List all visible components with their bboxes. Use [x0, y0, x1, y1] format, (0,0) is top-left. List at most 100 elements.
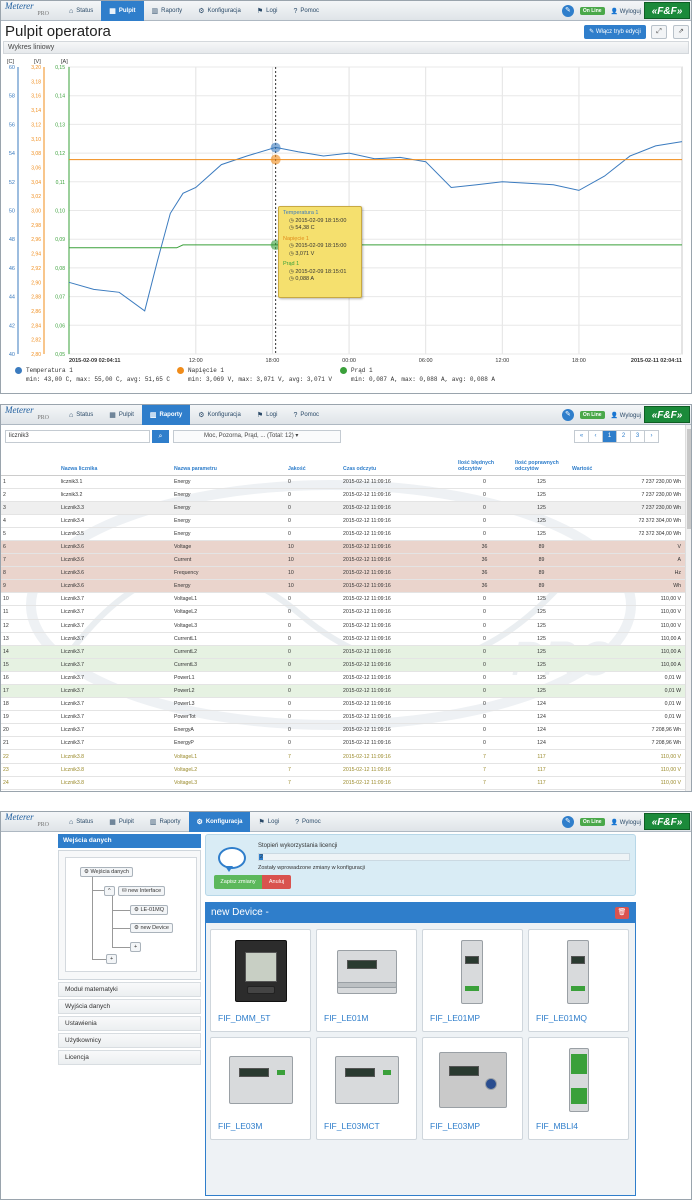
y-tick-v: 2,80 — [31, 352, 41, 358]
logout-link[interactable]: 👤 Wyloguj — [610, 412, 641, 419]
tree-add-interface-button[interactable]: + — [106, 954, 118, 964]
table-row[interactable]: 25Licznik3.8CurrentL172015-02-12 11:09:1… — [1, 789, 685, 791]
table-row[interactable]: 12 Licznik3.7 VoltageL3 0 2015-02-12 11:09:1… — [1, 619, 685, 633]
tree-add-device-button[interactable]: + — [130, 942, 142, 952]
table-header-row: Nazwa licznika Nazwa parametru Jakość Cz… — [1, 448, 685, 476]
save-changes-button[interactable]: Zapisz zmiany — [214, 875, 262, 889]
edit-mode-button[interactable]: ✎ Włącz tryb edycji — [584, 25, 646, 39]
external-link-button[interactable]: ⇗ — [673, 25, 689, 39]
col-good-reads[interactable]: Ilość poprawnych odczytów — [513, 448, 570, 476]
tree-collapse-button[interactable]: ^ — [104, 886, 115, 896]
search-button[interactable]: ⌕ — [152, 430, 169, 443]
nav-konfiguracja[interactable]: ⚙ Konfiguracja — [198, 412, 241, 419]
table-row[interactable]: 22 Licznik3.8 VoltageL1 7 2015-02-12 11:09:1… — [1, 749, 685, 764]
tree-node-interface[interactable]: ⛁ new Interface — [118, 886, 166, 896]
delete-device-button[interactable]: 🗑 — [615, 907, 629, 919]
table-row[interactable]: 7 Licznik3.6 Current 10 2015-02-12 11:09:16 3… — [1, 553, 685, 568]
logout-link[interactable]: 👤 Wyloguj — [610, 8, 641, 15]
table-row[interactable]: 6 Licznik3.6 Voltage 10 2015-02-12 11:09:16 3… — [1, 540, 685, 555]
sidebar-item-math-module[interactable]: Moduł matematyki — [58, 982, 201, 997]
table-row[interactable]: 15 Licznik3.7 CurrentL3 0 2015-02-12 11:09:1… — [1, 658, 685, 672]
nav-raporty[interactable]: ▥ Raporty — [151, 8, 183, 15]
nav-pulpit[interactable]: ▦ Pulpit — [109, 412, 134, 419]
line-chart[interactable]: 12:00 18:00 00:00 06:00 12:00 18:00 2015-02-09… — [1, 55, 691, 393]
nav-status[interactable]: ⌂ Status — [69, 411, 94, 419]
table-row[interactable]: 21 Licznik3.7 EnergyP 0 2015-02-12 11:09:16 0… — [1, 736, 685, 751]
col-value[interactable]: Wartość — [570, 448, 685, 476]
nav-pulpit[interactable]: ▦ Pulpit — [101, 1, 144, 21]
table-row[interactable]: 5 Licznik3.5 Energy 0 2015-02-12 11:09:16 0 12… — [1, 527, 685, 541]
cell-val: 0,01 W — [570, 710, 685, 725]
cancel-button[interactable]: Anuluj — [262, 875, 291, 889]
table-row[interactable]: 19 Licznik3.7 PowerTot 0 2015-02-12 11:09:16… — [1, 710, 685, 725]
table-row[interactable]: 23 Licznik3.8 VoltageL2 7 2015-02-12 11:09:1… — [1, 763, 685, 777]
page-2[interactable]: 2 — [616, 430, 631, 443]
nav-pulpit[interactable]: ▦ Pulpit — [109, 819, 134, 826]
page-prev[interactable]: ‹ — [588, 430, 603, 443]
table-row[interactable]: 20 Licznik3.7 EnergyA 0 2015-02-12 11:09:16 0… — [1, 723, 685, 738]
parameter-filter-select[interactable]: Moc, Pozorna, Prąd, ... (Total: 12) ▾ — [173, 430, 341, 443]
tree-node-root[interactable]: ⚙ Wejścia danych — [80, 867, 133, 877]
nav-logi[interactable]: ⚑ Logi — [258, 819, 280, 826]
table-row[interactable]: 16 Licznik3.7 PowerL1 0 2015-02-12 11:09:16 0… — [1, 671, 685, 686]
table-row[interactable]: 11 Licznik3.7 VoltageL2 0 2015-02-12 11:09:1… — [1, 605, 685, 620]
device-card-le01mq[interactable]: FIF_LE01MQ — [528, 929, 629, 1032]
page-first[interactable]: « — [574, 430, 589, 443]
meter-search-input[interactable]: licznik3 — [5, 430, 150, 443]
device-card-mbli4[interactable]: FIF_MBLI4 — [528, 1037, 629, 1140]
nav-pomoc[interactable]: ? Pomoc — [295, 818, 321, 826]
device-card-le03mp[interactable]: FIF_LE03MP — [422, 1037, 523, 1140]
nav-raporty[interactable]: ▥ Raporty — [141, 405, 191, 425]
nav-status[interactable]: ⌂ Status — [69, 7, 94, 15]
sidebar-item-outputs[interactable]: Wyjścia danych — [58, 999, 201, 1014]
tree-node-le01mq[interactable]: ⚙ LE-01MQ — [130, 905, 169, 915]
y-tick-a: 0,11 — [56, 180, 66, 186]
col-meter-name[interactable]: Nazwa licznika — [59, 448, 172, 476]
sidebar-header-inputs[interactable]: Wejścia danych — [58, 834, 201, 848]
col-read-time[interactable]: Czas odczytu — [341, 448, 456, 476]
col-parameter[interactable]: Nazwa parametru — [172, 448, 286, 476]
device-card-le03mct[interactable]: FIF_LE03MCT — [316, 1037, 417, 1140]
device-card-le01mp[interactable]: FIF_LE01MP — [422, 929, 523, 1032]
page-1[interactable]: 1 — [602, 430, 617, 443]
vertical-scrollbar[interactable] — [685, 425, 691, 791]
table-row[interactable]: 13 Licznik3.7 CurrentL1 0 2015-02-12 11:09:1… — [1, 632, 685, 646]
device-card-dmm5t[interactable]: FIF_DMM_5T — [210, 929, 311, 1032]
tree-node-new-device[interactable]: ⚙ new Device — [130, 923, 173, 933]
nav-logi[interactable]: ⚑ Logi — [256, 8, 278, 15]
col-bad-reads[interactable]: Ilość błędnych odczytów — [456, 448, 513, 476]
nav-konfiguracja[interactable]: ⚙ Konfiguracja — [188, 812, 251, 832]
table-row[interactable]: 2 licznik3.2 Energy 0 2015-02-12 11:09:16 0 12… — [1, 488, 685, 502]
nav-pomoc[interactable]: ? Pomoc — [293, 7, 320, 15]
table-row[interactable]: 8 Licznik3.6 Frequency 10 2015-02-12 11:09:1… — [1, 566, 685, 581]
device-card-le03m[interactable]: FIF_LE03M — [210, 1037, 311, 1140]
nav-konfiguracja[interactable]: ⚙ Konfiguracja — [198, 8, 241, 15]
logout-link[interactable]: 👤 Wyloguj — [610, 819, 641, 826]
cell-n: 7 — [1, 553, 59, 568]
sidebar-item-users[interactable]: Użytkownicy — [58, 1033, 201, 1048]
table-row[interactable]: 1 licznik3.1 Energy 0 2015-02-12 11:09:16 0 12… — [1, 475, 685, 489]
table-row[interactable]: 18 Licznik3.7 PowerL3 0 2015-02-12 11:09:16 0… — [1, 697, 685, 712]
nav-pomoc[interactable]: ? Pomoc — [293, 411, 320, 419]
sidebar-item-license[interactable]: Licencja — [58, 1050, 201, 1065]
legend-current[interactable]: Prąd 1 min: 0,087 A, max: 0,088 A, avg: 0… — [340, 367, 495, 383]
col-quality[interactable]: Jakość — [286, 448, 341, 476]
table-row[interactable]: 17 Licznik3.7 PowerL2 0 2015-02-12 11:09:16 0… — [1, 684, 685, 699]
legend-voltage[interactable]: Napięcie 1 min: 3,069 V, max: 3,071 V, av… — [177, 367, 332, 383]
table-row[interactable]: 4 Licznik3.4 Energy 0 2015-02-12 11:09:16 0 12… — [1, 514, 685, 528]
device-card-le01m[interactable]: FIF_LE01M — [316, 929, 417, 1032]
page-next[interactable]: › — [644, 430, 659, 443]
nav-status[interactable]: ⌂ Status — [69, 818, 94, 826]
table-row[interactable]: 9 Licznik3.6 Energy 10 2015-02-12 11:09:16 36… — [1, 579, 685, 594]
table-row[interactable]: 14 Licznik3.7 CurrentL2 0 2015-02-12 11:09:1… — [1, 645, 685, 659]
speech-bubble-icon — [218, 847, 246, 872]
nav-logi[interactable]: ⚑ Logi — [256, 412, 278, 419]
fullscreen-button[interactable]: ⤢ — [651, 25, 667, 39]
page-3[interactable]: 3 — [630, 430, 645, 443]
table-row[interactable]: 3 Licznik3.3 Energy 0 2015-02-12 11:09:16 0 12… — [1, 501, 685, 515]
table-row[interactable]: 24 Licznik3.8 VoltageL3 7 2015-02-12 11:09:1… — [1, 776, 685, 790]
sidebar-item-settings[interactable]: Ustawienia — [58, 1016, 201, 1031]
nav-raporty[interactable]: ▥ Raporty — [149, 819, 181, 826]
legend-temperature[interactable]: Temperatura 1 min: 43,00 C, max: 55,00 C,… — [15, 367, 170, 383]
table-row[interactable]: 10 Licznik3.7 VoltageL1 0 2015-02-12 11:09:1… — [1, 592, 685, 607]
